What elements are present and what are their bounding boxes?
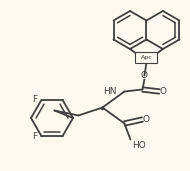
- Text: F: F: [32, 95, 37, 104]
- Text: Apc: Apc: [141, 55, 152, 60]
- Bar: [135, 51, 158, 62]
- Text: O: O: [143, 115, 150, 124]
- Text: O: O: [160, 87, 167, 96]
- Text: O: O: [141, 71, 148, 80]
- Text: F: F: [32, 132, 37, 141]
- Text: HO: HO: [132, 141, 146, 150]
- Text: HN: HN: [103, 87, 116, 96]
